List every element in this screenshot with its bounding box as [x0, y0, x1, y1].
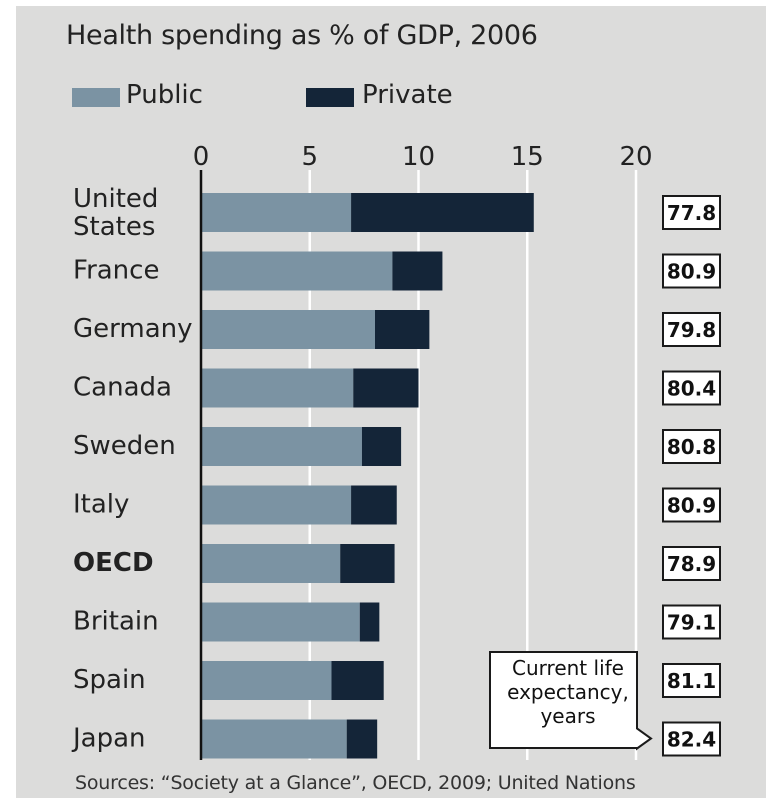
category-label-1: France: [73, 256, 159, 286]
bar-private-1: [392, 251, 443, 291]
legend-swatch-private: [306, 88, 354, 107]
x-tick-label-10: 10: [402, 142, 435, 172]
category-label-0: United States: [73, 184, 158, 242]
life-expectancy-box-2: [662, 312, 721, 347]
life-expectancy-value-2: 79.8: [667, 318, 716, 342]
category-label-6: OECD: [73, 548, 154, 578]
life-expectancy-value-0: 77.8: [667, 201, 716, 225]
legend-label-private: Private: [362, 80, 453, 110]
life-expectancy-box-6: [662, 546, 721, 581]
category-label-4: Sweden: [73, 431, 176, 461]
category-label-2: Germany: [73, 314, 193, 344]
legend-label-public: Public: [126, 80, 203, 110]
x-tick-label-20: 20: [619, 142, 652, 172]
life-expectancy-box-0: [662, 195, 721, 230]
bar-public-6: [201, 544, 341, 583]
bar-public-0: [201, 193, 352, 232]
life-expectancy-box-9: [662, 721, 721, 757]
legend-swatch-public: [72, 88, 120, 107]
life-expectancy-callout-text: Current life expectancy, years: [507, 656, 629, 728]
life-expectancy-value-6: 78.9: [667, 552, 716, 576]
life-expectancy-value-1: 80.9: [667, 260, 716, 284]
bar-private-5: [351, 485, 397, 525]
bar-private-0: [351, 193, 534, 232]
bar-private-4: [361, 427, 402, 466]
bar-private-6: [340, 544, 395, 583]
bar-private-9: [346, 719, 378, 759]
category-label-3: Canada: [73, 373, 172, 403]
life-expectancy-callout: [489, 651, 653, 751]
life-expectancy-value-3: 80.4: [667, 377, 716, 401]
life-expectancy-value-5: 80.9: [667, 494, 716, 518]
bar-private-3: [353, 368, 419, 408]
bar-private-2: [375, 310, 430, 349]
category-label-5: Italy: [73, 490, 129, 520]
bar-public-4: [201, 427, 362, 466]
life-expectancy-value-9: 82.4: [667, 728, 716, 752]
life-expectancy-value-7: 79.1: [667, 611, 716, 635]
bar-public-5: [201, 485, 352, 525]
bar-public-9: [201, 719, 347, 759]
bar-private-7: [359, 602, 380, 642]
life-expectancy-box-5: [662, 487, 721, 523]
life-expectancy-box-3: [662, 370, 721, 406]
bar-public-2: [201, 310, 375, 349]
bar-public-3: [201, 368, 354, 408]
life-expectancy-value-8: 81.1: [667, 669, 716, 693]
bar-public-8: [201, 661, 332, 700]
life-expectancy-value-4: 80.8: [667, 435, 716, 459]
category-label-9: Japan: [71, 724, 146, 754]
x-tick-label-15: 15: [511, 142, 544, 172]
category-label-8: Spain: [73, 665, 146, 695]
chart-title: Health spending as % of GDP, 2006: [66, 20, 538, 51]
life-expectancy-box-7: [662, 604, 721, 640]
life-expectancy-box-1: [662, 253, 721, 289]
life-expectancy-box-8: [662, 663, 721, 698]
bar-public-7: [201, 602, 360, 642]
chart-source: Sources: “Society at a Glance”, OECD, 20…: [75, 772, 636, 794]
x-tick-label-5: 5: [301, 142, 318, 172]
category-label-7: Britain: [73, 607, 159, 637]
bar-private-8: [331, 661, 384, 700]
bar-public-1: [201, 251, 393, 291]
life-expectancy-box-4: [662, 429, 721, 464]
x-tick-label-0: 0: [193, 142, 210, 172]
